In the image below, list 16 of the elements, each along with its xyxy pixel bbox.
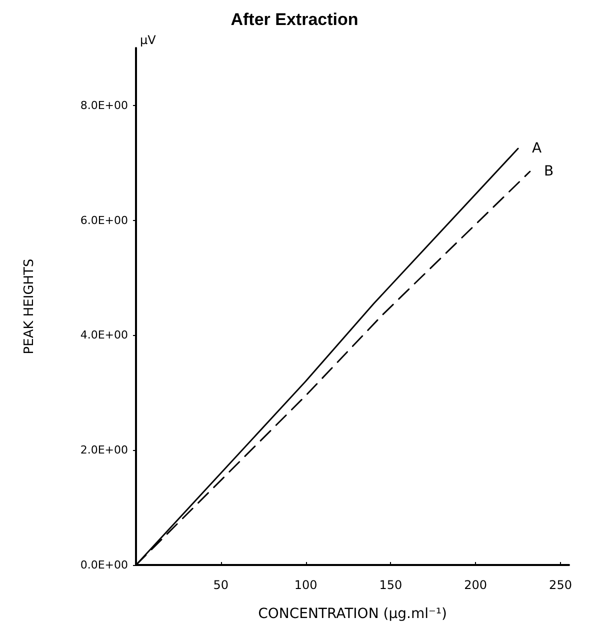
x-axis-title: CONCENTRATION (μg.ml⁻¹): [258, 606, 447, 622]
x-tick-label: 200: [464, 578, 488, 592]
text: μV: [140, 33, 157, 47]
y-tick-label: 2.0E+00: [80, 444, 128, 457]
x-tick-label: 50: [213, 578, 229, 592]
x-tick-label: 100: [294, 578, 318, 592]
y-tick-label: 4.0E+00: [80, 328, 128, 342]
y-tick-label: 8.0E+00: [80, 98, 128, 112]
x-tick-label: 150: [379, 578, 402, 592]
y-tick-label: 6.0E+00: [80, 214, 128, 227]
chart-title: After Extraction: [230, 10, 358, 29]
y-tick-label: 0.0E+00: [80, 558, 128, 572]
x-tick-label: 250: [549, 578, 572, 592]
y-axis-title: PEAK HEIGHTS: [22, 258, 37, 354]
series-label: B: [544, 164, 554, 180]
series-label: A: [532, 140, 542, 157]
